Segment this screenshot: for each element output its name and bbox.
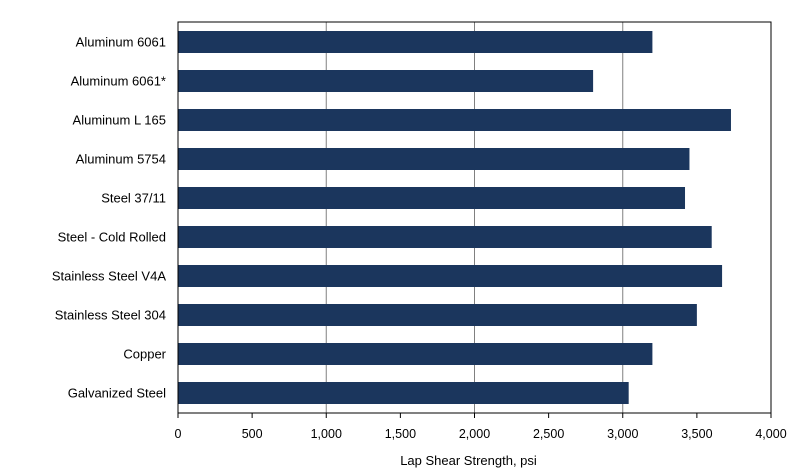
- category-label-6: Steel - Cold Rolled: [58, 230, 166, 245]
- category-label-5: Steel 37/11: [101, 191, 166, 206]
- bar-10: [178, 382, 629, 404]
- category-label-9: Copper: [123, 347, 166, 362]
- x-tick-label-1000: 1,000: [311, 427, 342, 441]
- x-tick-label-1500: 1,500: [385, 427, 416, 441]
- bar-9: [178, 343, 653, 365]
- bar-8: [178, 304, 697, 326]
- x-axis-ticks: 0 500 1,000 1,500 2,000 2,500 3,000 3,500 4,000: [175, 413, 787, 441]
- x-tick-label-2500: 2,500: [533, 427, 564, 441]
- category-label-1: Aluminum 6061: [76, 35, 166, 50]
- category-label-4: Aluminum 5754: [76, 152, 166, 167]
- category-label-7: Stainless Steel V4A: [52, 269, 167, 284]
- x-tick-label-500: 500: [242, 427, 263, 441]
- category-label-10: Galvanized Steel: [68, 386, 166, 401]
- bar-1: [178, 31, 653, 53]
- x-tick-label-3000: 3,000: [607, 427, 638, 441]
- category-label-3: Aluminum L 165: [73, 113, 166, 128]
- bar-4: [178, 148, 690, 170]
- category-label-8: Stainless Steel 304: [55, 308, 166, 323]
- bar-6: [178, 226, 712, 248]
- x-tick-label-4000: 4,000: [755, 427, 786, 441]
- x-tick-label-2000: 2,000: [459, 427, 490, 441]
- x-tick-label-0: 0: [175, 427, 182, 441]
- bar-7: [178, 265, 723, 287]
- bars: [178, 31, 731, 404]
- bar-2: [178, 70, 594, 92]
- x-tick-label-3500: 3,500: [681, 427, 712, 441]
- bar-5: [178, 187, 686, 209]
- category-label-2: Aluminum 6061*: [71, 74, 166, 89]
- x-axis-label: Lap Shear Strength, psi: [400, 453, 537, 468]
- category-labels: Aluminum 6061 Aluminum 6061* Aluminum L 16…: [52, 35, 167, 401]
- bar-3: [178, 109, 731, 131]
